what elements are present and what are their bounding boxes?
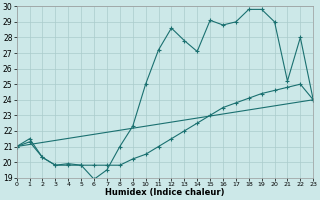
X-axis label: Humidex (Indice chaleur): Humidex (Indice chaleur) [105, 188, 225, 197]
